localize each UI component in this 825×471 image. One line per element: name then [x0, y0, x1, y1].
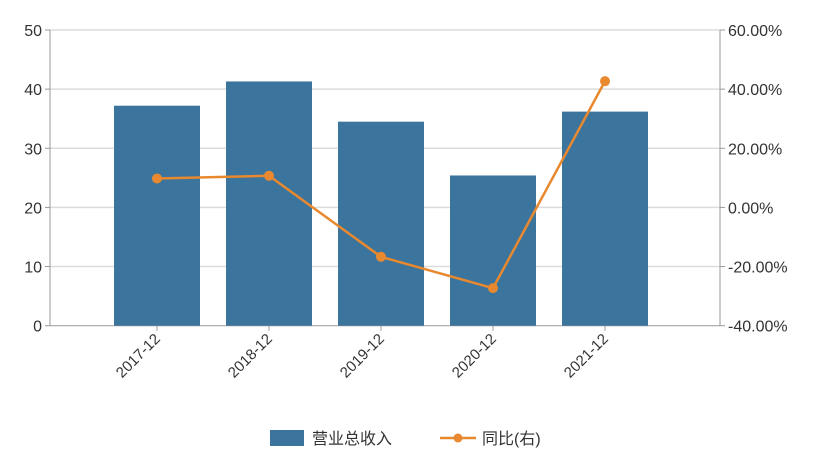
x-tick-label: 2021-12 [561, 331, 612, 382]
right-tick-label: -20.00% [728, 260, 788, 277]
left-tick-label: 50 [24, 23, 42, 40]
left-tick-label: 0 [33, 319, 42, 336]
legend-line-marker [453, 433, 463, 443]
right-tick-label: 40.00% [728, 82, 782, 99]
left-tick-label: 10 [24, 260, 42, 277]
line-point-2017-12 [152, 173, 162, 184]
x-tick-label: 2018-12 [225, 331, 276, 382]
right-tick-label: 0.00% [728, 200, 773, 217]
line-point-2020-12 [488, 283, 498, 294]
left-tick-label: 30 [24, 141, 42, 158]
right-tick-label: 60.00% [728, 23, 782, 40]
left-tick-label: 20 [24, 200, 42, 217]
bar-2020-12 [450, 175, 536, 326]
bar-2018-12 [226, 81, 312, 326]
x-tick-label: 2017-12 [113, 331, 164, 382]
right-tick-label: -40.00% [728, 319, 788, 336]
line-point-2018-12 [264, 170, 274, 181]
legend-bar-label: 营业总收入 [312, 430, 392, 448]
left-tick-label: 40 [24, 82, 42, 99]
bar-2021-12 [562, 111, 648, 326]
x-tick-label: 2019-12 [337, 331, 388, 382]
bar-2017-12 [114, 105, 200, 326]
legend-bar-swatch [270, 430, 304, 446]
legend-line-label: 同比(右) [482, 430, 541, 448]
x-tick-label: 2020-12 [449, 331, 500, 382]
right-tick-label: 20.00% [728, 141, 782, 158]
bar-2019-12 [338, 121, 424, 326]
line-point-2019-12 [376, 251, 386, 262]
line-point-2021-12 [600, 76, 610, 87]
